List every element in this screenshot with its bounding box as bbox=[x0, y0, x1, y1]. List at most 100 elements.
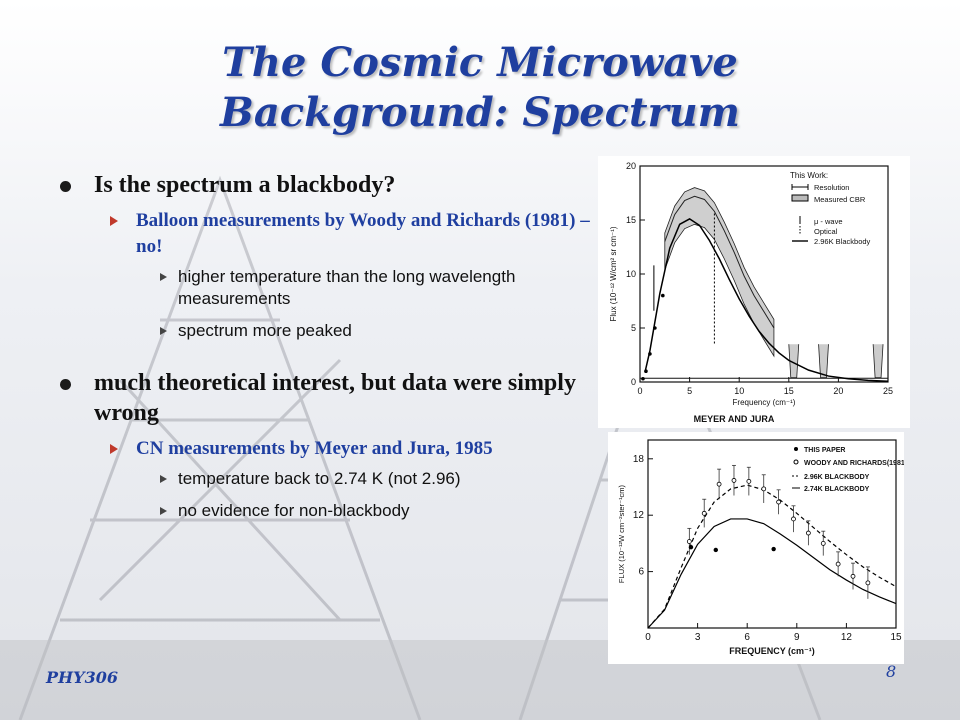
blackbody-2.96k-line bbox=[647, 484, 897, 629]
y-tick-label: 12 bbox=[633, 510, 645, 521]
legend-label: WOODY AND RICHARDS(1981) bbox=[804, 460, 904, 467]
x-tick-label: 0 bbox=[637, 386, 642, 396]
meyer-jura-chart: 0 5 10 15 20 25 0 5 10 15 20 Frequency (cm⁻¹) Flux (… bbox=[609, 161, 893, 424]
microwave-point bbox=[641, 376, 645, 381]
woody-richards-point bbox=[716, 481, 722, 487]
cbr-spike bbox=[872, 344, 884, 379]
bullet-level3: spectrum more peaked bbox=[52, 320, 592, 342]
x-tick-label: 3 bbox=[695, 632, 701, 643]
triangle-bullet-icon bbox=[160, 475, 167, 483]
bullet-dot-icon bbox=[60, 181, 71, 192]
cn-spectrum-figure: 0 3 6 9 12 15 6 12 18 FREQUENCY (cm⁻¹) FLUX (10⁻¹²… bbox=[608, 432, 904, 664]
this-paper-point bbox=[713, 547, 718, 553]
x-tick-label: 15 bbox=[784, 386, 794, 396]
x-tick-label: 15 bbox=[890, 632, 902, 643]
bullet-text: CN measurements by Meyer and Jura, 1985 bbox=[136, 438, 493, 459]
x-tick-label: 5 bbox=[687, 386, 692, 396]
triangle-bullet-icon bbox=[160, 327, 167, 335]
title-line-1: The Cosmic Microwave bbox=[222, 39, 738, 86]
microwave-point bbox=[644, 369, 648, 373]
bullet-level1: much theoretical interest, but data were… bbox=[52, 368, 592, 428]
y-axis-label: Flux (10⁻¹² W/cm² sr cm⁻¹) bbox=[609, 226, 618, 321]
woody-richards-point bbox=[820, 541, 826, 546]
bullet-level3: no evidence for non-blackbody bbox=[52, 500, 592, 522]
y-tick-label: 20 bbox=[626, 161, 636, 171]
woody-richards-point bbox=[791, 516, 796, 522]
bullet-text: much theoretical interest, but data were… bbox=[94, 370, 576, 426]
this-paper-point bbox=[688, 544, 694, 550]
page-number: 8 bbox=[886, 662, 897, 681]
bullet-dot-icon bbox=[60, 379, 71, 390]
y-tick-label: 18 bbox=[633, 454, 645, 465]
bullet-level3: temperature back to 2.74 K (not 2.96) bbox=[52, 468, 592, 490]
legend-marker-this-paper bbox=[794, 447, 798, 451]
triangle-bullet-icon bbox=[110, 216, 118, 226]
y-tick-label: 6 bbox=[638, 567, 644, 578]
x-axis-label: FREQUENCY (cm⁻¹) bbox=[729, 646, 815, 656]
meyer-jura-spectrum-figure: 0 5 10 15 20 25 0 5 10 15 20 Frequency (cm⁻¹) Flux (… bbox=[598, 156, 910, 428]
measured-cbr-band bbox=[664, 187, 775, 358]
cbr-spike bbox=[818, 344, 829, 379]
x-axis-label: Frequency (cm⁻¹) bbox=[733, 398, 796, 407]
course-label: PHY306 bbox=[46, 668, 118, 687]
measured-cbr-line bbox=[664, 195, 775, 329]
title-line-2: Background: Spectrum bbox=[220, 89, 740, 136]
woody-richards-point bbox=[865, 580, 871, 586]
blackbody-2.74k-line bbox=[647, 518, 897, 629]
bullet-level3: higher temperature than the long wavelen… bbox=[52, 266, 592, 310]
x-tick-label: 6 bbox=[744, 632, 750, 643]
woody-richards-point bbox=[850, 573, 856, 579]
bullet-list: Is the spectrum a blackbody? Balloon mea… bbox=[52, 170, 592, 532]
bullet-text: higher temperature than the long wavelen… bbox=[178, 267, 516, 308]
microwave-point bbox=[653, 326, 657, 330]
bullet-text: no evidence for non-blackbody bbox=[178, 501, 410, 520]
woody-richards-point bbox=[731, 478, 737, 483]
y-tick-label: 10 bbox=[626, 269, 636, 279]
legend-label: Measured CBR bbox=[814, 195, 866, 204]
microwave-point bbox=[648, 352, 652, 356]
woody-richards-point bbox=[746, 478, 752, 484]
legend-label: Optical bbox=[814, 227, 838, 236]
triangle-bullet-icon bbox=[160, 507, 167, 515]
legend-label: Resolution bbox=[814, 183, 849, 192]
x-tick-label: 12 bbox=[841, 632, 853, 643]
microwave-point bbox=[661, 293, 665, 298]
bullet-text: spectrum more peaked bbox=[178, 321, 352, 340]
woody-richards-point bbox=[776, 499, 782, 505]
x-tick-label: 9 bbox=[794, 632, 800, 643]
legend-label: 2.96K BLACKBODY bbox=[804, 474, 870, 481]
legend-title: This Work: bbox=[790, 171, 828, 180]
legend-marker-cbr bbox=[791, 194, 809, 202]
y-axis-label: FLUX (10⁻¹²W cm⁻²ster⁻¹cm) bbox=[617, 484, 626, 583]
bullet-level2: Balloon measurements by Woody and Richar… bbox=[52, 208, 592, 260]
legend-label: THIS PAPER bbox=[804, 447, 846, 454]
slide-title: The Cosmic Microwave Background: Spectru… bbox=[60, 38, 900, 138]
woody-richards-point bbox=[686, 539, 692, 544]
woody-richards-point bbox=[761, 486, 767, 492]
x-tick-label: 20 bbox=[833, 386, 843, 396]
legend-label: 2.96K Blackbody bbox=[814, 237, 871, 246]
legend-label: μ - wave bbox=[814, 217, 843, 226]
cn-spectrum-chart: 0 3 6 9 12 15 6 12 18 FREQUENCY (cm⁻¹) FLUX (10⁻¹²… bbox=[617, 439, 904, 656]
bullet-level1: Is the spectrum a blackbody? bbox=[52, 170, 592, 200]
plot-frame bbox=[647, 439, 897, 629]
legend-marker-woody-richards bbox=[793, 459, 799, 465]
x-tick-label: 0 bbox=[645, 632, 651, 643]
blackbody-2.96k-line bbox=[644, 218, 889, 382]
legend-label: 2.74K BLACKBODY bbox=[804, 486, 870, 493]
bullet-text: Is the spectrum a blackbody? bbox=[94, 172, 396, 198]
y-tick-label: 0 bbox=[631, 377, 636, 387]
woody-richards-point bbox=[835, 561, 841, 567]
figure-caption: MEYER AND JURA bbox=[694, 414, 775, 424]
legend-marker-resolution bbox=[791, 184, 809, 190]
y-tick-label: 15 bbox=[626, 215, 636, 225]
x-tick-label: 25 bbox=[883, 386, 893, 396]
triangle-bullet-icon bbox=[160, 273, 167, 281]
bullet-text: temperature back to 2.74 K (not 2.96) bbox=[178, 469, 461, 488]
woody-richards-point bbox=[805, 530, 811, 536]
y-tick-label: 5 bbox=[631, 323, 636, 333]
bullet-level2: CN measurements by Meyer and Jura, 1985 bbox=[52, 436, 592, 462]
triangle-bullet-icon bbox=[110, 444, 118, 454]
woody-richards-point bbox=[701, 510, 707, 516]
this-paper-point bbox=[771, 546, 776, 552]
